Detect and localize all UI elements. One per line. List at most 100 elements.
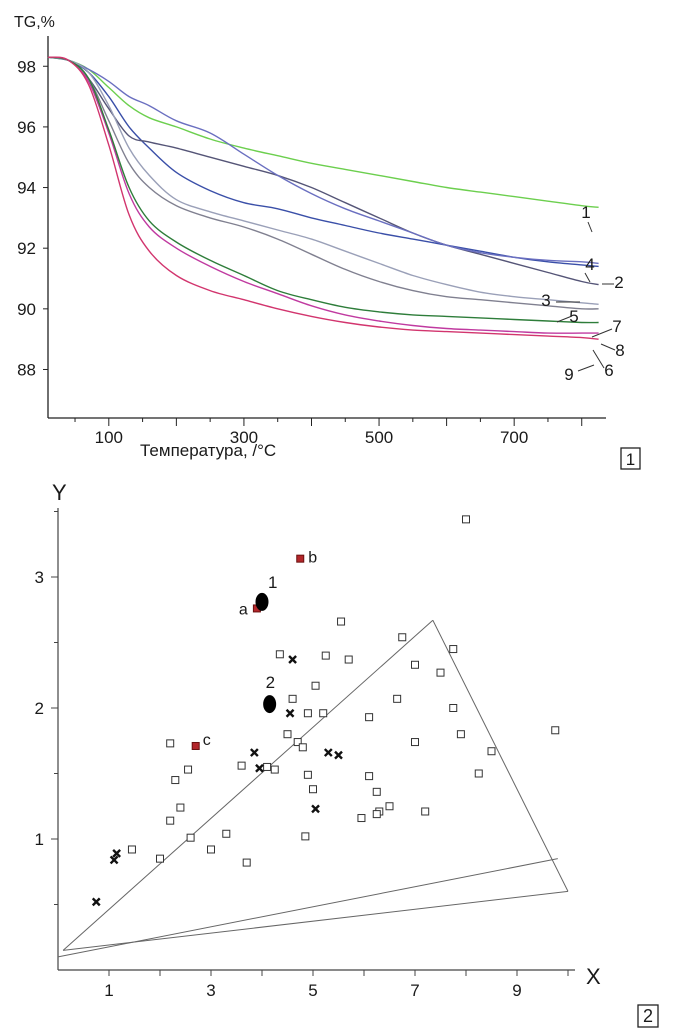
cross-point — [91, 897, 101, 907]
open-square-point — [321, 651, 330, 660]
y-tick-label: 96 — [17, 118, 36, 137]
open-square-point — [337, 617, 346, 626]
series-label-8: 8 — [615, 341, 624, 360]
y-tick-label: 2 — [35, 699, 44, 718]
y-tick-label: 92 — [17, 239, 36, 258]
x-axis-label: X — [586, 964, 601, 989]
open-square-point — [393, 694, 402, 703]
panel-label: 2 — [643, 1006, 653, 1026]
x-tick-label: 100 — [95, 428, 123, 447]
open-square-point — [166, 816, 175, 825]
open-square-point — [156, 854, 164, 863]
x-tick-label: 300 — [230, 428, 258, 447]
y-tick-label: 88 — [17, 360, 36, 379]
open-square-point — [319, 709, 328, 718]
red-point-label: a — [239, 601, 248, 618]
y-tick-label: 3 — [35, 568, 44, 587]
lower-boundary-line — [57, 858, 558, 958]
y-tick-label: 98 — [17, 57, 36, 76]
open-square-point — [293, 738, 302, 747]
series-line-8 — [47, 56, 599, 324]
centroid-point-1 — [255, 592, 269, 611]
x-axis-label: Температура, /°C — [140, 441, 276, 460]
open-square-point — [436, 668, 445, 677]
series-line-7 — [47, 56, 599, 310]
triangle-edge — [62, 619, 434, 951]
triangle-edge — [63, 890, 569, 951]
cross-point — [334, 750, 343, 760]
open-square-point — [283, 730, 292, 739]
open-square-point — [372, 787, 381, 796]
open-square-point — [309, 785, 317, 794]
series-label-6: 6 — [604, 361, 613, 380]
open-square-point — [166, 739, 175, 748]
open-square-point — [184, 765, 193, 774]
open-square-point — [372, 810, 381, 819]
x-tick-label: 7 — [410, 981, 419, 1000]
red-point-label: b — [308, 550, 317, 567]
open-square-point — [344, 655, 353, 664]
open-square-point — [311, 681, 320, 690]
open-square-point — [242, 858, 251, 867]
open-square-point — [411, 660, 419, 669]
panel-label-box — [637, 1004, 659, 1028]
series-label-9: 9 — [564, 365, 573, 384]
open-square-point — [303, 709, 312, 718]
series-label-3: 3 — [541, 291, 550, 310]
y-axis-label: Y — [52, 480, 67, 505]
series-label-7: 7 — [612, 317, 621, 336]
series-label-2: 2 — [614, 273, 623, 292]
y-axis-label: TG,% — [14, 14, 55, 31]
open-square-point — [449, 704, 458, 712]
xy-chart: 1 2 3 1 3 5 7 9 Y Xa b c 1 2 2 — [35, 480, 659, 1028]
series-label-5: 5 — [569, 307, 578, 326]
open-square-point — [357, 814, 366, 823]
open-square-point — [462, 515, 470, 524]
series-leader-4 — [584, 272, 591, 283]
open-square-point — [270, 765, 279, 774]
triangle-edge — [432, 620, 569, 892]
open-square-point — [222, 829, 231, 838]
open-square-point — [176, 803, 185, 812]
series-label-4: 4 — [585, 255, 594, 274]
series-line-1 — [47, 56, 599, 208]
series-leader-7 — [591, 328, 613, 338]
series-leader-5 — [556, 315, 573, 323]
open-square-point — [487, 747, 496, 756]
open-square-point — [421, 807, 430, 816]
series-leader-8 — [600, 343, 616, 351]
series-line-2 — [47, 56, 599, 268]
x-tick-label: 1 — [104, 981, 113, 1000]
open-square-point — [551, 726, 560, 735]
cross-point — [288, 655, 297, 664]
series-leader-9 — [577, 364, 595, 372]
open-square-point — [263, 762, 272, 771]
open-square-point — [207, 845, 215, 854]
x-tick-label: 9 — [512, 981, 521, 1000]
cross-point — [250, 748, 259, 757]
series-leader-6 — [592, 349, 605, 369]
series-line-6 — [47, 56, 599, 334]
open-square-point — [303, 770, 312, 779]
y-tick-label: 90 — [17, 300, 36, 319]
open-square-point — [288, 694, 297, 703]
open-square-point — [127, 845, 136, 854]
open-square-point — [474, 769, 483, 778]
y-tick-label: 1 — [35, 830, 44, 849]
cross-point — [255, 763, 264, 773]
series-line-5 — [47, 56, 599, 305]
red-point-b — [296, 554, 305, 563]
series-line-3 — [47, 56, 599, 286]
series-label-1: 1 — [581, 203, 590, 222]
open-square-point — [301, 832, 310, 841]
series-leader-1 — [587, 221, 593, 233]
open-square-point — [456, 730, 465, 739]
x-tick-label: 700 — [500, 428, 528, 447]
open-square-point — [186, 833, 195, 842]
centroid-point-2 — [263, 695, 277, 714]
cross-point — [109, 855, 119, 865]
y-tick-label: 94 — [17, 179, 36, 198]
open-square-point — [365, 713, 374, 722]
